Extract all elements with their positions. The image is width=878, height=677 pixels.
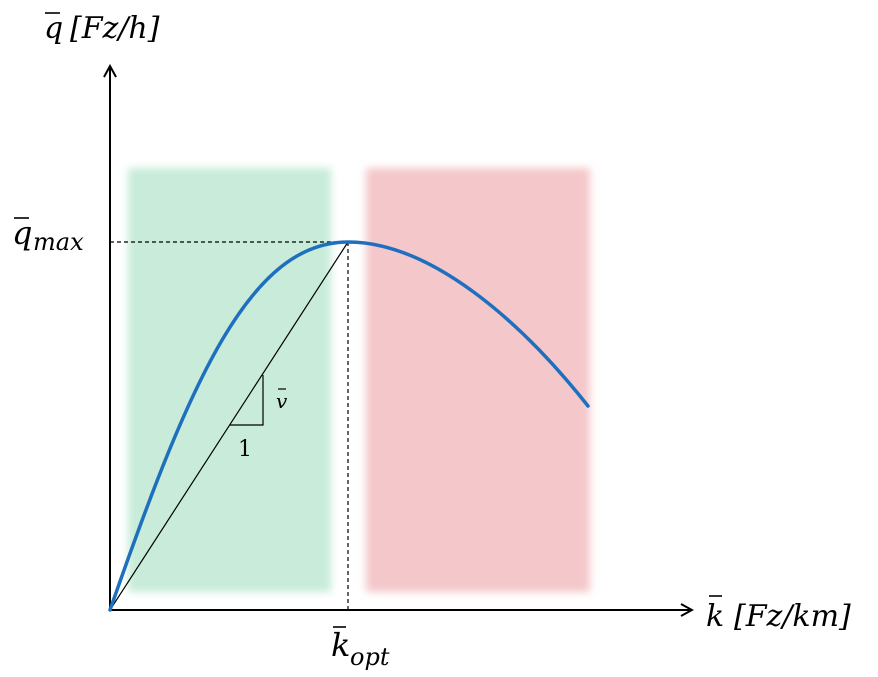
svg-text:v: v (276, 389, 288, 413)
slope-v-label: v (276, 388, 288, 413)
flow-density-curve (108, 240, 590, 612)
y-axis-label: q [Fz/h] (44, 11, 160, 46)
k-opt-subscript: opt (350, 643, 390, 671)
q-max-label: q max (12, 214, 84, 256)
y-axis-symbol: q (44, 11, 63, 46)
slope-run-label: 1 (238, 437, 252, 462)
slope-triangle (230, 375, 264, 426)
speed-secant-line (109, 241, 349, 611)
x-axis-label: k [Fz/km] (706, 595, 851, 634)
y-axis-unit: [Fz/h] (70, 11, 160, 46)
q-max-symbol: q (12, 214, 32, 252)
x-axis-unit: [Fz/km] (734, 599, 851, 634)
free-flow-region (128, 168, 331, 592)
k-opt-symbol: k (331, 626, 350, 664)
q-max-subscript: max (33, 228, 84, 256)
k-opt-label: k opt (331, 626, 390, 671)
x-axis-symbol: k (706, 599, 724, 634)
congested-region (366, 168, 590, 592)
